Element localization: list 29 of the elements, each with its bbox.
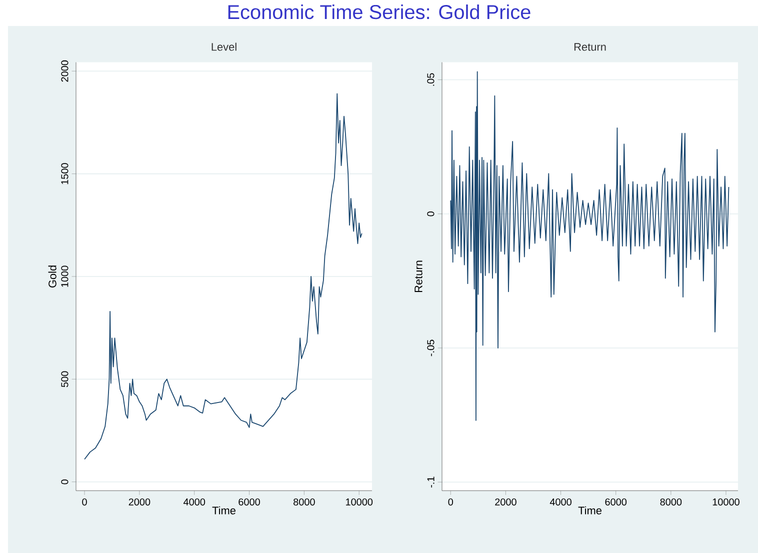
x-tick-label: 2000 bbox=[128, 498, 150, 506]
x-tick-label: 6000 bbox=[238, 498, 260, 506]
x-tick-label: 0 bbox=[448, 498, 454, 506]
y-axis-title: Return bbox=[414, 260, 422, 292]
y-tick-label: 500 bbox=[61, 371, 68, 388]
x-tick-label: 10000 bbox=[346, 498, 373, 506]
y-tick-label: 0 bbox=[61, 479, 68, 484]
x-tick-label: 2000 bbox=[495, 498, 516, 506]
x-tick-label: 6000 bbox=[605, 498, 627, 506]
y-tick-label: .05 bbox=[427, 73, 434, 86]
text: Economic Time Series: Gold Price bbox=[228, 4, 530, 20]
y-axis-title: Gold bbox=[48, 266, 56, 288]
line-series bbox=[450, 71, 730, 421]
y-tick-label: 1500 bbox=[61, 163, 68, 184]
y-tick-label: 1000 bbox=[61, 266, 68, 287]
y-tick-label: -.05 bbox=[427, 340, 434, 356]
y-tick-label: -.1 bbox=[427, 476, 434, 488]
x-tick-label: 4000 bbox=[550, 498, 572, 506]
x-tick-label: 8000 bbox=[660, 498, 682, 506]
x-tick-label: 10000 bbox=[712, 498, 740, 506]
x-tick-label: 0 bbox=[82, 498, 87, 506]
chart-title: Return bbox=[574, 43, 606, 51]
x-axis-title: Time bbox=[212, 506, 236, 514]
x-axis-title: Time bbox=[578, 506, 602, 514]
chart-title: Level bbox=[212, 42, 236, 51]
x-tick-label: 4000 bbox=[184, 498, 206, 506]
x-tick-label: 8000 bbox=[294, 498, 315, 506]
y-tick-label: 2000 bbox=[61, 60, 68, 82]
y-tick-label: 0 bbox=[427, 211, 434, 216]
